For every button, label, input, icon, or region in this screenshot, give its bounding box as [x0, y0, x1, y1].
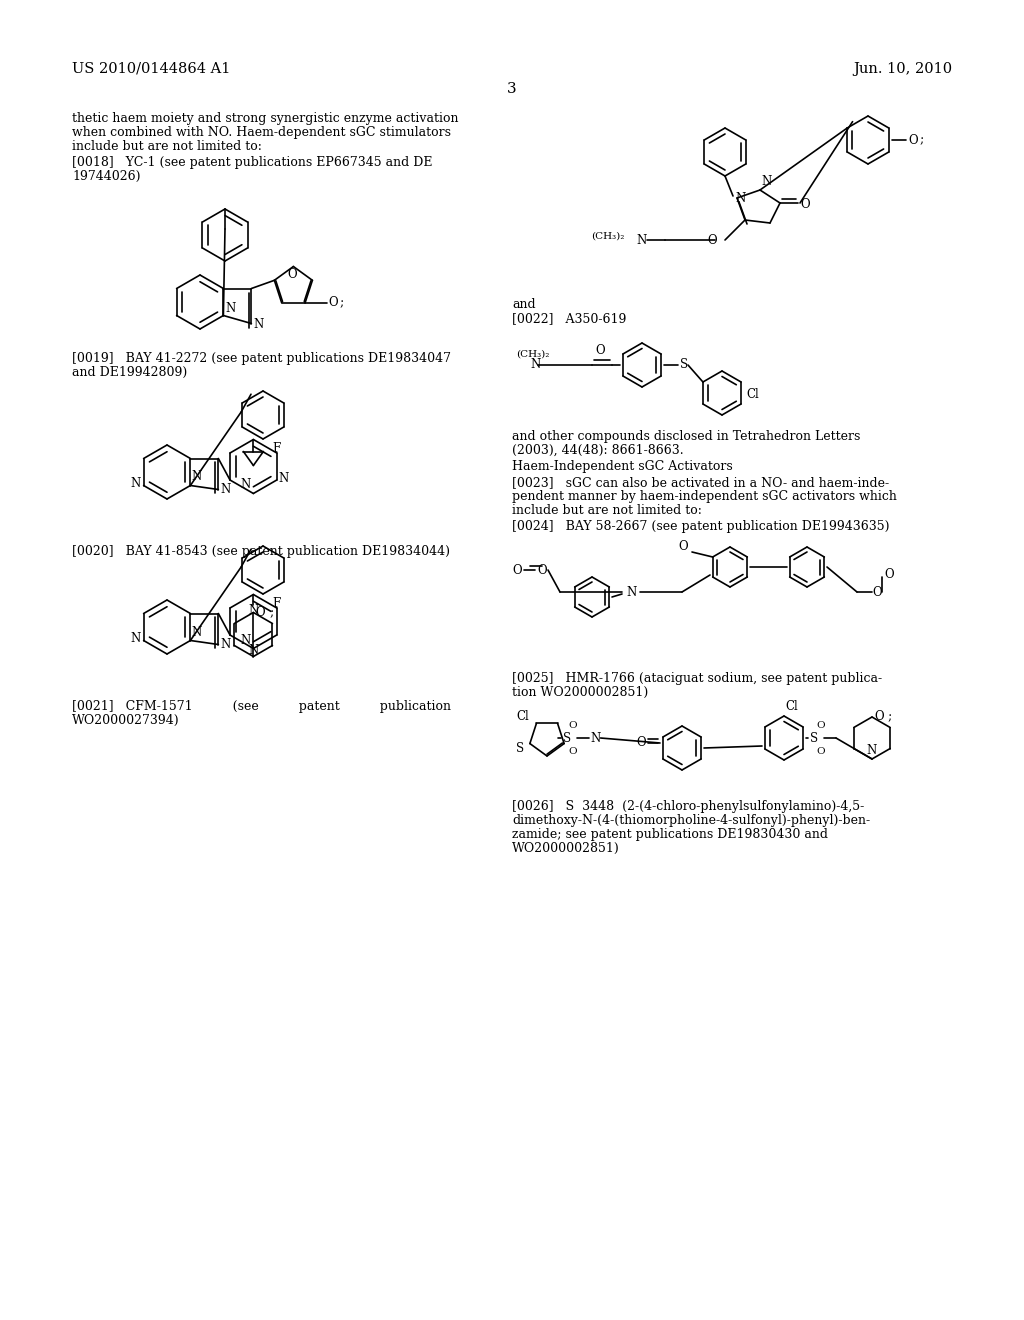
Text: O: O: [872, 586, 882, 598]
Text: O: O: [288, 268, 297, 281]
Text: US 2010/0144864 A1: US 2010/0144864 A1: [72, 62, 230, 77]
Text: N: N: [627, 586, 637, 598]
Text: O: O: [537, 564, 547, 577]
Text: N: N: [241, 479, 251, 491]
Text: O: O: [908, 133, 918, 147]
Text: Cl: Cl: [516, 710, 529, 723]
Text: include but are not limited to:: include but are not limited to:: [512, 504, 701, 517]
Text: (2003), 44(48): 8661-8663.: (2003), 44(48): 8661-8663.: [512, 444, 684, 457]
Text: [0019]   BAY 41-2272 (see patent publications DE19834047: [0019] BAY 41-2272 (see patent publicati…: [72, 352, 451, 366]
Text: N: N: [735, 191, 745, 205]
Text: O: O: [678, 540, 688, 553]
Text: O: O: [328, 296, 338, 309]
Text: N: N: [191, 470, 202, 483]
Text: O: O: [636, 737, 646, 750]
Text: F: F: [272, 597, 281, 610]
Text: WO2000002851): WO2000002851): [512, 842, 620, 855]
Text: include but are not limited to:: include but are not limited to:: [72, 140, 262, 153]
Text: Cl: Cl: [785, 700, 799, 713]
Text: Haem-Independent sGC Activators: Haem-Independent sGC Activators: [512, 459, 733, 473]
Text: 3: 3: [507, 82, 517, 96]
Text: (CH₃)₂: (CH₃)₂: [592, 231, 625, 240]
Text: O: O: [884, 568, 894, 581]
Text: N: N: [220, 483, 230, 496]
Text: N: N: [867, 744, 878, 756]
Text: N: N: [591, 731, 601, 744]
Text: O: O: [708, 234, 717, 247]
Text: F: F: [272, 442, 281, 455]
Text: [0020]   BAY 41-8543 (see patent publication DE19834044): [0020] BAY 41-8543 (see patent publicati…: [72, 545, 450, 558]
Text: N: N: [248, 605, 258, 618]
Text: S: S: [680, 359, 688, 371]
Text: N: N: [248, 644, 258, 656]
Text: O: O: [512, 564, 522, 577]
Text: O: O: [816, 747, 824, 755]
Text: N: N: [761, 176, 771, 187]
Text: and: and: [512, 298, 536, 312]
Text: (CH₃)₂: (CH₃)₂: [516, 350, 549, 359]
Text: Jun. 10, 2010: Jun. 10, 2010: [853, 62, 952, 77]
Text: zamide; see patent publications DE19830430 and: zamide; see patent publications DE198304…: [512, 828, 828, 841]
Text: O: O: [874, 710, 884, 723]
Text: [0018]   YC-1 (see patent publications EP667345 and DE: [0018] YC-1 (see patent publications EP6…: [72, 156, 432, 169]
Text: N: N: [279, 471, 289, 484]
Text: [0021]   CFM-1571          (see          patent          publication: [0021] CFM-1571 (see patent publication: [72, 700, 451, 713]
Text: [0023]   sGC can also be activated in a NO- and haem-inde-: [0023] sGC can also be activated in a NO…: [512, 477, 889, 488]
Text: thetic haem moiety and strong synergistic enzyme activation: thetic haem moiety and strong synergisti…: [72, 112, 459, 125]
Text: [0024]   BAY 58-2667 (see patent publication DE19943635): [0024] BAY 58-2667 (see patent publicati…: [512, 520, 890, 533]
Text: [0022]   A350-619: [0022] A350-619: [512, 312, 627, 325]
Text: O: O: [568, 721, 578, 730]
Text: O: O: [800, 198, 810, 210]
Text: and DE19942809): and DE19942809): [72, 366, 187, 379]
Text: O: O: [816, 721, 824, 730]
Text: S: S: [516, 742, 524, 755]
Text: N: N: [191, 626, 202, 639]
Text: N: N: [130, 632, 140, 645]
Text: tion WO2000002851): tion WO2000002851): [512, 686, 648, 700]
Text: N: N: [220, 638, 230, 651]
Text: and other compounds disclosed in Tetrahedron Letters: and other compounds disclosed in Tetrahe…: [512, 430, 860, 444]
Text: Cl: Cl: [746, 388, 759, 401]
Text: S: S: [562, 731, 570, 744]
Text: O: O: [595, 345, 605, 358]
Text: N: N: [253, 318, 263, 331]
Text: pendent manner by haem-independent sGC activators which: pendent manner by haem-independent sGC a…: [512, 490, 897, 503]
Text: [0025]   HMR-1766 (ataciguat sodium, see patent publica-: [0025] HMR-1766 (ataciguat sodium, see p…: [512, 672, 882, 685]
Text: ;: ;: [920, 133, 925, 147]
Text: N: N: [637, 234, 647, 247]
Text: ;: ;: [888, 710, 892, 723]
Text: ;: ;: [269, 606, 273, 619]
Text: 19744026): 19744026): [72, 170, 140, 183]
Text: N: N: [225, 301, 236, 314]
Text: N: N: [241, 634, 251, 647]
Text: O: O: [568, 747, 578, 755]
Text: WO2000027394): WO2000027394): [72, 714, 179, 727]
Text: ;: ;: [339, 296, 343, 309]
Text: O: O: [255, 606, 265, 619]
Text: N: N: [530, 359, 541, 371]
Text: dimethoxy-N-(4-(thiomorpholine-4-sulfonyl)-phenyl)-ben-: dimethoxy-N-(4-(thiomorpholine-4-sulfony…: [512, 814, 870, 828]
Text: [0026]   S  3448  (2-(4-chloro-phenylsulfonylamino)-4,5-: [0026] S 3448 (2-(4-chloro-phenylsulfony…: [512, 800, 864, 813]
Text: N: N: [130, 477, 140, 490]
Text: S: S: [810, 731, 818, 744]
Text: when combined with NO. Haem-dependent sGC stimulators: when combined with NO. Haem-dependent sG…: [72, 125, 451, 139]
